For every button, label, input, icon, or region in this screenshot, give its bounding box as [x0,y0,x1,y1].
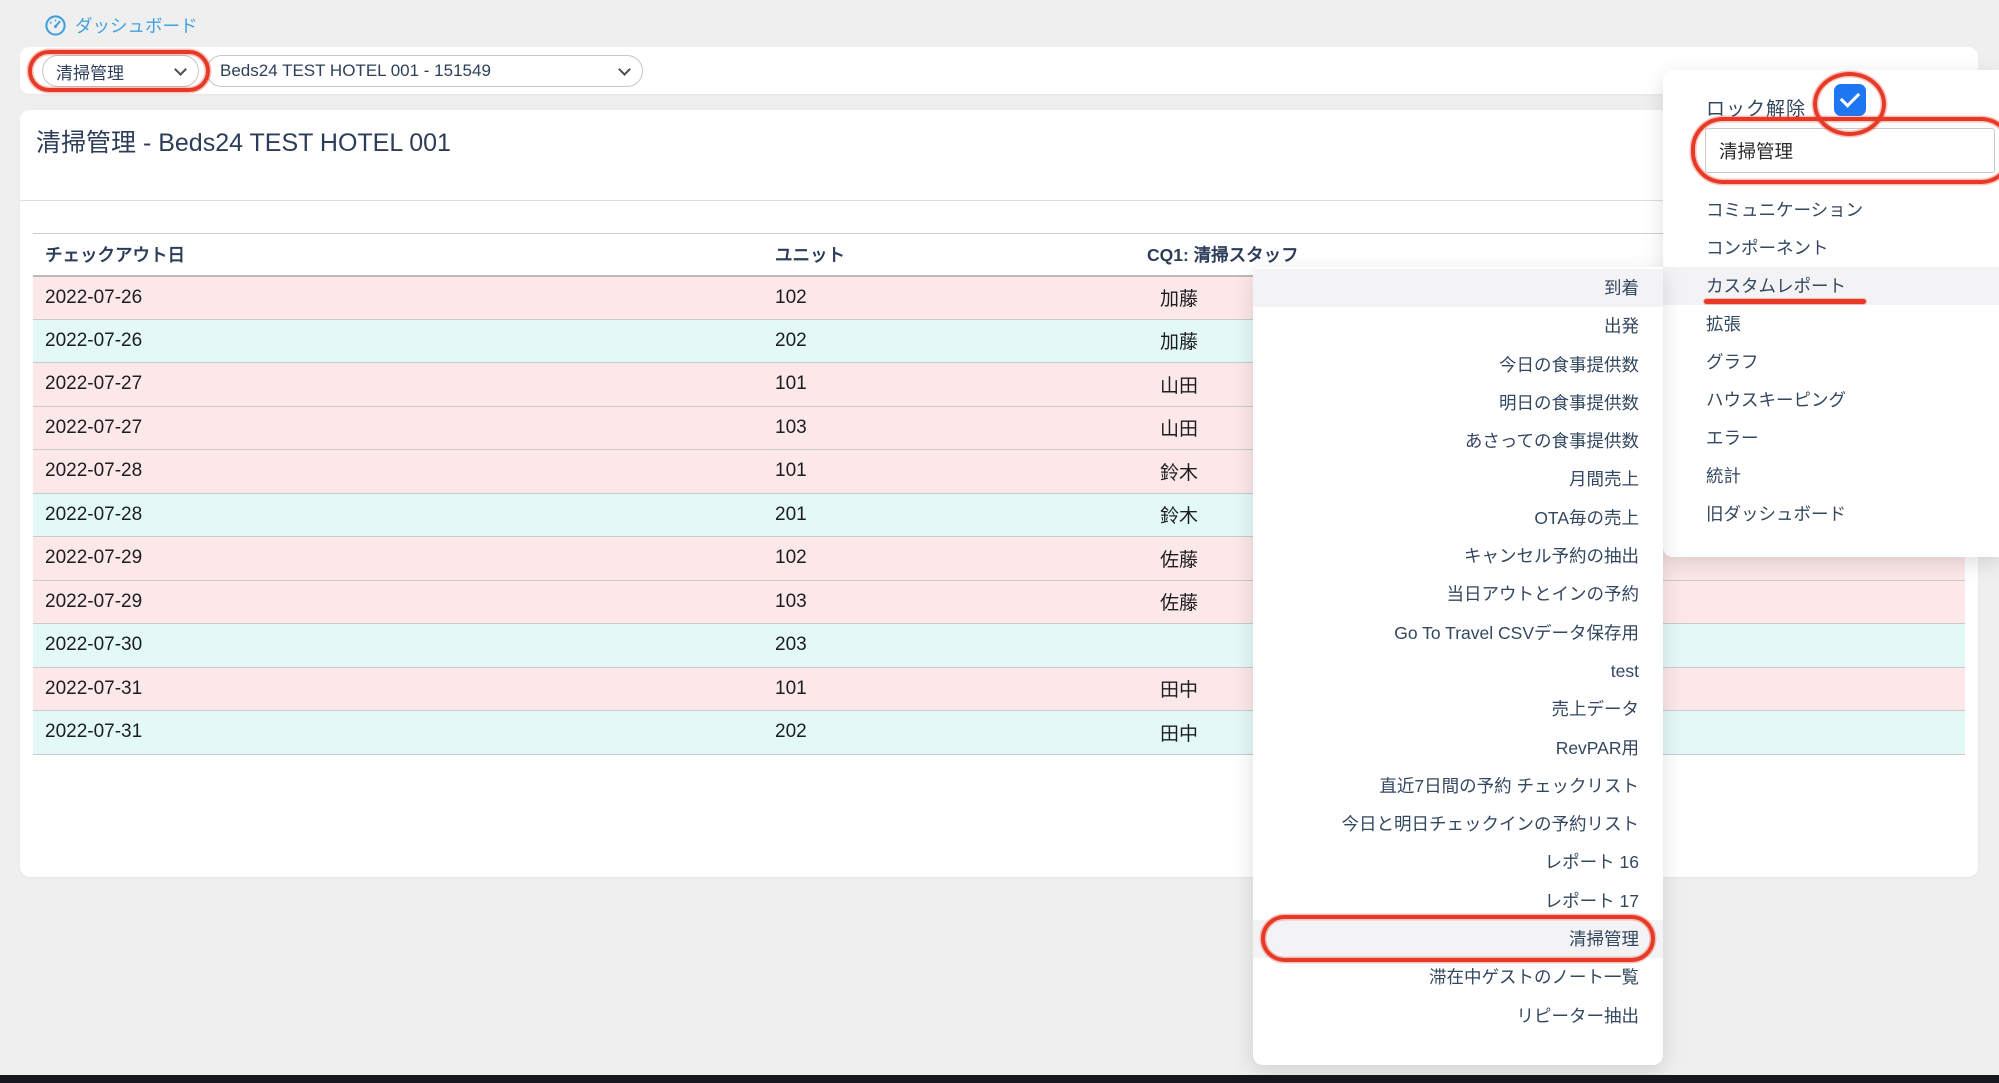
custom-report-menu-item[interactable]: 月間売上 [1569,469,1639,490]
cell-checkout-date: 2022-07-30 [33,623,770,668]
cell-checkout-date: 2022-07-27 [33,406,770,450]
custom-report-menu-item[interactable]: 当日アウトとインの予約 [1446,584,1640,605]
divider [20,200,1978,201]
settings-menu-item[interactable]: エラー [1706,428,1759,448]
settings-menu-item[interactable]: ハウスキーピング [1706,390,1846,410]
chevron-down-icon [174,62,187,76]
cell-unit: 201 [770,493,1140,537]
cell-unit: 102 [770,275,1140,320]
custom-report-menu-item[interactable]: test [1610,660,1639,681]
custom-report-menu-item[interactable]: 直近7日間の予約 チェックリスト [1379,775,1639,796]
breadcrumb-label: ダッシュボード [75,16,198,36]
settings-menu-item[interactable]: 拡張 [1706,314,1741,334]
custom-reports-flyout-menu: 到着 出発 今日の食事提供数 明日の食事提供数 あさっての食事提供数 月間売上 … [1253,267,1663,1065]
cell-checkout-date: 2022-07-31 [33,710,770,755]
window-bottom-edge [0,1075,1999,1083]
unlock-label: ロック解除 [1706,99,1807,120]
col-header-checkout-date[interactable]: チェックアウト日 [33,233,770,277]
cell-unit: 202 [770,710,1140,755]
table-row: 2022-07-31 101 田中 [33,667,1965,711]
cell-checkout-date: 2022-07-27 [33,362,770,407]
cell-checkout-date: 2022-07-29 [33,536,770,581]
cell-unit: 101 [770,667,1140,711]
cell-checkout-date: 2022-07-29 [33,580,770,624]
custom-report-menu-item[interactable]: 今日の食事提供数 [1499,354,1639,375]
custom-report-menu-item[interactable]: RevPAR用 [1555,737,1639,758]
hotel-select-value: Beds24 TEST HOTEL 001 - 151549 [220,61,491,80]
cell-checkout-date: 2022-07-28 [33,449,770,494]
cell-unit: 101 [770,362,1140,407]
custom-report-menu-item[interactable]: 到着 [1253,269,1663,308]
cell-unit: 103 [770,406,1140,450]
custom-report-menu-item[interactable]: 売上データ [1551,699,1640,720]
cell-unit: 102 [770,536,1140,581]
cell-checkout-date: 2022-07-26 [33,319,770,363]
settings-menu-item[interactable]: 旧ダッシュボード [1706,504,1846,524]
cell-unit: 202 [770,319,1140,363]
custom-report-menu-item[interactable]: キャンセル予約の抽出 [1464,546,1639,567]
chevron-down-icon [618,62,631,76]
report-name-input[interactable] [1705,128,1995,173]
custom-report-menu-item[interactable]: 滞在中ゲストのノート一覧 [1429,967,1639,988]
custom-report-menu-item[interactable]: 明日の食事提供数 [1499,392,1639,413]
breadcrumb[interactable]: ダッシュボード [44,13,198,38]
custom-report-menu-item[interactable]: あさっての食事提供数 [1464,431,1639,452]
table-row: 2022-07-29 103 佐藤 [33,580,1965,624]
custom-report-menu-item[interactable]: 今日と明日チェックインの予約リスト [1341,814,1640,835]
cell-unit: 203 [770,623,1140,668]
cell-checkout-date: 2022-07-28 [33,493,770,537]
custom-report-menu-item[interactable]: レポート 17 [1544,890,1639,911]
settings-menu-item[interactable]: コンポーネント [1706,238,1829,258]
settings-menu-item[interactable]: カスタムレポート [1663,267,1999,305]
dashboard-settings-panel: ロック解除 コミュニケーション コンポーネント カスタムレポート 拡張 グラフ … [1663,70,1999,557]
settings-menu-list: コミュニケーション コンポーネント カスタムレポート 拡張 グラフ ハウスキーピ… [1663,191,1999,533]
top-toolbar: 清掃管理 Beds24 TEST HOTEL 001 - 151549 [20,47,1978,94]
report-type-select-value: 清掃管理 [56,63,124,83]
custom-report-menu-item[interactable]: 清掃管理 [1253,920,1663,959]
settings-menu-item[interactable]: 統計 [1706,466,1741,486]
custom-report-menu-item[interactable]: レポート 16 [1544,852,1639,873]
custom-report-menu-item[interactable]: OTA毎の売上 [1534,507,1639,528]
report-type-select[interactable]: 清掃管理 [42,55,199,87]
cell-unit: 101 [770,449,1140,494]
custom-report-menu-item[interactable]: リピーター抽出 [1516,1005,1640,1026]
col-header-unit[interactable]: ユニット [770,233,1140,277]
cell-unit: 103 [770,580,1140,624]
custom-report-menu-item[interactable]: Go To Travel CSVデータ保存用 [1394,622,1639,643]
settings-menu-item[interactable]: グラフ [1706,352,1759,372]
cell-checkout-date: 2022-07-31 [33,667,770,711]
dashboard-gauge-icon [44,14,67,37]
page-title: 清掃管理 - Beds24 TEST HOTEL 001 [36,129,451,157]
unlock-checkbox[interactable] [1834,84,1866,116]
cell-checkout-date: 2022-07-26 [33,275,770,320]
custom-report-menu-item[interactable]: 出発 [1604,316,1639,337]
table-row: 2022-07-31 202 田中 [33,710,1965,755]
table-row: 2022-07-30 203 [33,623,1965,668]
settings-menu-item[interactable]: コミュニケーション [1706,200,1864,220]
hotel-select[interactable]: Beds24 TEST HOTEL 001 - 151549 [206,55,643,87]
